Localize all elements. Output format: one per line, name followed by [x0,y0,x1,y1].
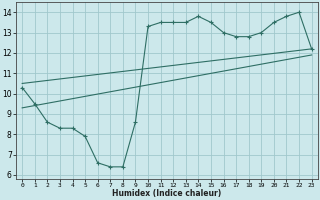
X-axis label: Humidex (Indice chaleur): Humidex (Indice chaleur) [112,189,221,198]
